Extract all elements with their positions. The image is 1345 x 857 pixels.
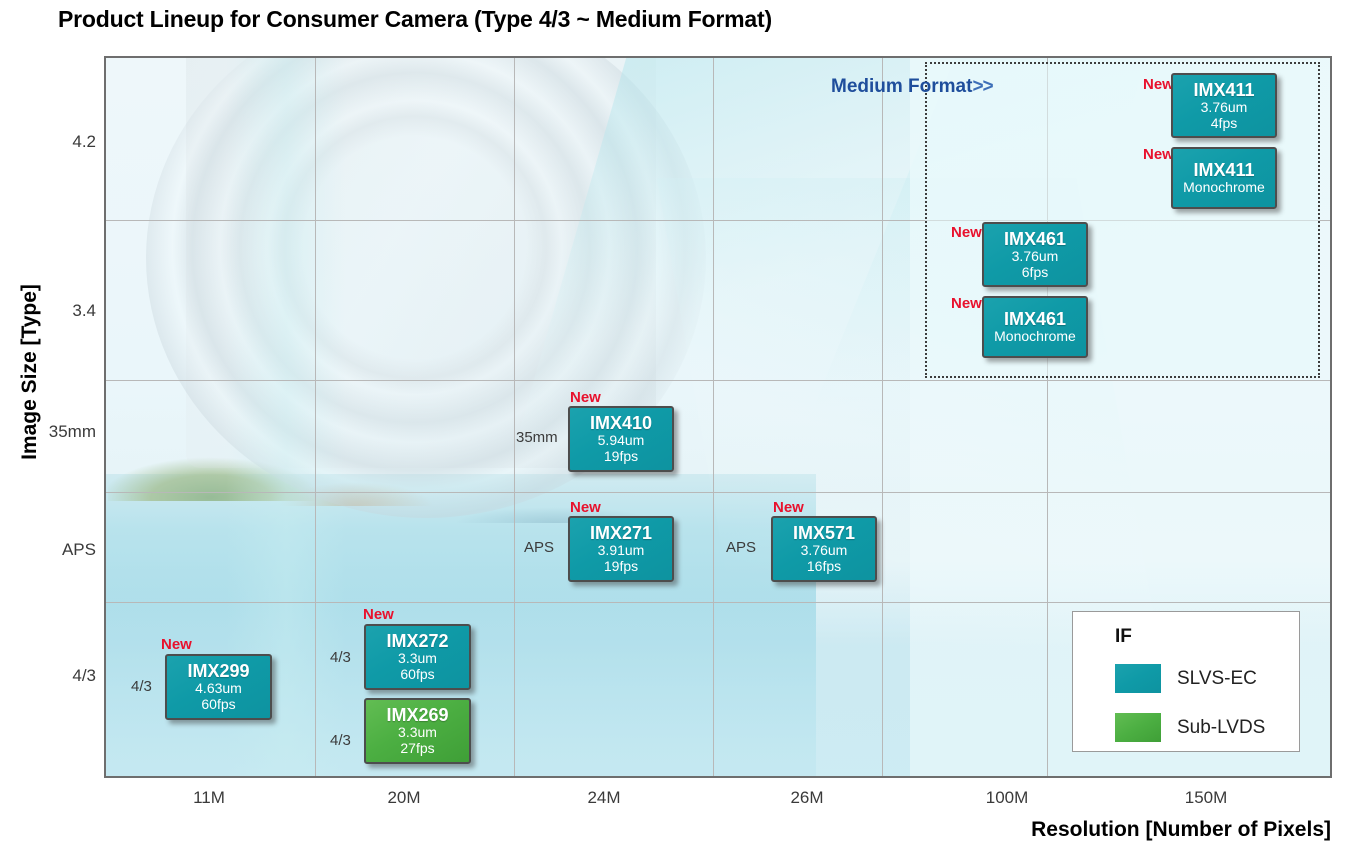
new-badge-imx411-mono: New [1143, 146, 1174, 163]
new-badge-imx461-mono: New [951, 295, 982, 312]
new-badge-imx411: New [1143, 76, 1174, 93]
size-tag-4-3-20m-a: 4/3 [330, 649, 351, 666]
product-name: IMX571 [792, 523, 856, 544]
gridline-h-4 [106, 602, 1330, 603]
product-name: IMX411 [1193, 79, 1255, 100]
product-name: IMX272 [386, 631, 449, 652]
product-box-imx411-monochrome[interactable]: IMX411 Monochrome [1171, 147, 1277, 209]
product-pixel-size: 3.76um [1200, 98, 1248, 115]
new-badge-imx272: New [363, 606, 394, 623]
product-pixel-size: 3.76um [800, 542, 848, 559]
legend: IF SLVS-EC Sub-LVDS [1072, 611, 1300, 752]
legend-item-sub-lvds: Sub-LVDS [1115, 713, 1265, 742]
legend-label: SLVS-EC [1177, 667, 1257, 689]
x-axis-label: Resolution [Number of Pixels] [1031, 818, 1331, 841]
size-tag-35mm: 35mm [516, 429, 558, 446]
product-box-imx571[interactable]: IMX571 3.76um 16fps [771, 516, 877, 582]
product-variant: Monochrome [994, 328, 1076, 345]
new-badge-imx271: New [570, 499, 601, 516]
product-pixel-size: 5.94um [597, 432, 645, 449]
product-box-imx299[interactable]: IMX299 4.63um 60fps [165, 654, 272, 720]
size-tag-4-3-20m-b: 4/3 [330, 732, 351, 749]
product-box-imx271[interactable]: IMX271 3.91um 19fps [568, 516, 674, 582]
new-badge-imx410: New [570, 389, 601, 406]
gridline-v-5 [1047, 58, 1048, 776]
product-pixel-size: 3.3um [398, 650, 437, 667]
legend-item-slvs-ec: SLVS-EC [1115, 664, 1257, 693]
product-name: IMX271 [589, 523, 653, 544]
product-name: IMX461 [1003, 228, 1067, 249]
product-fps: 19fps [603, 558, 639, 575]
gridline-v-3 [713, 58, 714, 776]
product-box-imx461[interactable]: IMX461 3.76um 6fps [982, 222, 1088, 287]
background-island-shore [256, 460, 456, 507]
product-fps: 16fps [806, 558, 842, 575]
product-fps: 60fps [400, 666, 435, 683]
product-box-imx410[interactable]: IMX410 5.94um 19fps [568, 406, 674, 472]
y-tick-aps: APS [61, 540, 96, 559]
product-name: IMX461 [1003, 309, 1067, 330]
product-name: IMX299 [187, 661, 250, 682]
product-pixel-size: 3.76um [1011, 247, 1059, 264]
legend-title: IF [1115, 626, 1132, 647]
new-badge-imx299: New [161, 636, 192, 653]
product-pixel-size: 3.91um [597, 542, 645, 559]
product-box-imx269[interactable]: IMX269 3.3um 27fps [364, 698, 471, 764]
product-fps: 4fps [1210, 114, 1238, 131]
y-axis-label: Image Size [Type] [18, 284, 41, 460]
y-tick-35mm: 35mm [48, 422, 96, 441]
product-variant: Monochrome [1183, 179, 1265, 196]
y-tick-4-3: 4/3 [72, 666, 96, 685]
x-tick-150m: 150M [1184, 788, 1228, 807]
product-fps: 60fps [201, 696, 236, 713]
x-tick-100m: 100M [985, 788, 1029, 807]
gridline-v-4 [882, 58, 883, 776]
gridline-h-1 [106, 220, 1330, 221]
y-tick-4.2: 4.2 [72, 132, 96, 151]
product-name: IMX410 [589, 413, 653, 434]
size-tag-aps-24m: APS [524, 539, 555, 556]
y-axis: 4.2 3.4 35mm APS 4/3 [0, 56, 96, 778]
x-tick-24m: 24M [587, 788, 621, 807]
x-tick-20m: 20M [387, 788, 421, 807]
gridline-h-3 [106, 492, 1330, 493]
x-tick-26m: 26M [790, 788, 824, 807]
size-tag-4-3-11m: 4/3 [131, 678, 152, 695]
product-box-imx272[interactable]: IMX272 3.3um 60fps [364, 624, 471, 690]
product-box-imx411[interactable]: IMX411 3.76um 4fps [1171, 73, 1277, 138]
legend-swatch-sub-lvds [1115, 713, 1161, 742]
size-tag-aps-26m: APS [726, 539, 757, 556]
new-badge-imx461: New [951, 224, 982, 241]
product-fps: 19fps [603, 448, 639, 465]
product-fps: 6fps [1021, 263, 1049, 280]
product-name: IMX269 [386, 705, 449, 726]
page-title: Product Lineup for Consumer Camera (Type… [58, 6, 772, 32]
product-pixel-size: 4.63um [195, 680, 242, 697]
product-pixel-size: 3.3um [398, 724, 437, 741]
product-box-imx461-monochrome[interactable]: IMX461 Monochrome [982, 296, 1088, 358]
gridline-h-2 [106, 380, 1330, 381]
plot-area: Medium Format>> New IMX411 3.76um 4fps N… [104, 56, 1332, 778]
gridline-v-2 [514, 58, 515, 776]
x-tick-11m: 11M [193, 788, 225, 807]
new-badge-imx571: New [773, 499, 804, 516]
medium-format-label: Medium Format>> [831, 76, 994, 98]
medium-format-text: Medium Format [831, 76, 973, 97]
chevron-right-icon: >> [972, 76, 993, 97]
legend-label: Sub-LVDS [1177, 716, 1266, 738]
product-fps: 27fps [400, 740, 435, 757]
product-name: IMX411 [1193, 160, 1255, 181]
y-tick-3.4: 3.4 [72, 301, 96, 320]
gridline-v-1 [315, 58, 316, 776]
legend-swatch-slvs-ec [1115, 664, 1161, 693]
